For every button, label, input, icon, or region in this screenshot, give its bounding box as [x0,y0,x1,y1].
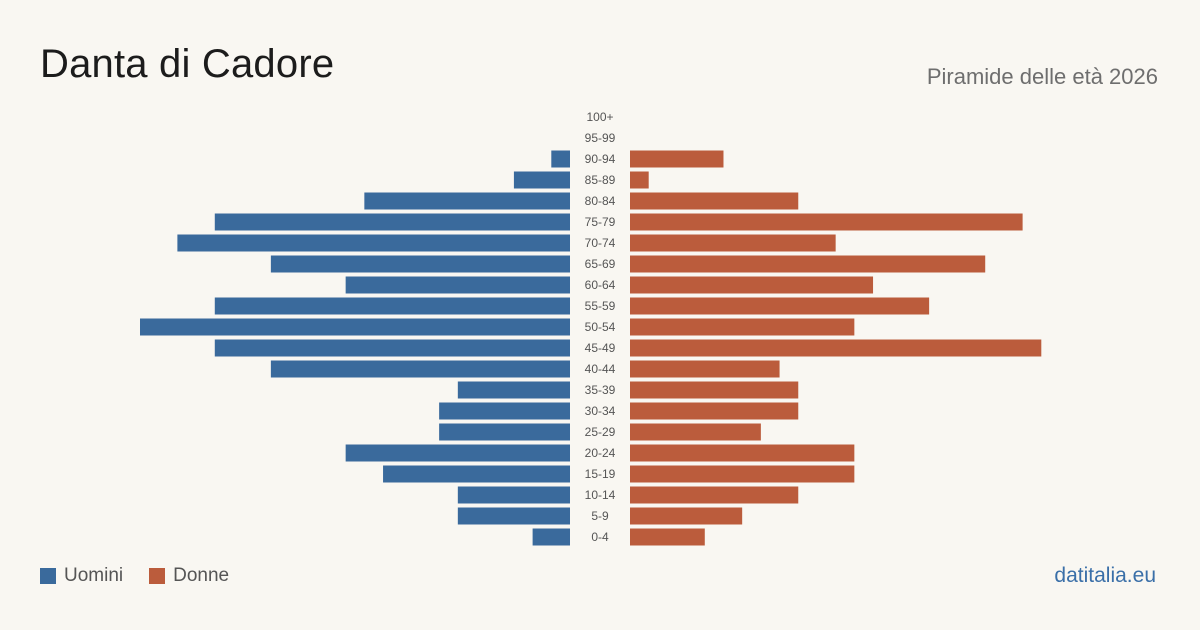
chart-subtitle: Piramide delle età 2026 [926,64,1158,89]
age-label: 35-39 [585,383,616,397]
bar-women-0-4 [630,528,705,546]
bar-men-25-29 [439,423,570,441]
age-label: 60-64 [585,278,616,292]
bar-women-60-64 [630,276,874,294]
legend-swatch-men [40,568,56,584]
bar-men-50-54 [140,318,570,336]
age-label: 25-29 [585,425,616,439]
age-label: 65-69 [585,257,616,271]
bar-women-20-24 [630,444,855,462]
bar-women-70-74 [630,234,836,252]
bar-men-45-49 [214,339,571,357]
bar-women-30-34 [630,402,799,420]
bar-men-35-39 [457,381,570,399]
age-label: 50-54 [585,320,616,334]
bar-men-55-59 [214,297,571,315]
bar-women-50-54 [630,318,855,336]
bar-women-65-69 [630,255,986,273]
age-label: 95-99 [585,131,616,145]
bar-men-0-4 [532,528,570,546]
age-label: 80-84 [585,194,616,208]
bar-men-5-9 [457,507,570,525]
bar-women-75-79 [630,213,1023,231]
age-label: 90-94 [585,152,616,166]
bar-women-80-84 [630,192,799,210]
legend-label-women: Donne [173,565,230,586]
bar-men-10-14 [457,486,570,504]
bar-women-35-39 [630,381,799,399]
legend-item-men: Uomini [40,565,123,587]
bar-men-90-94 [551,150,570,168]
legend-label-men: Uomini [64,565,124,586]
age-label: 15-19 [585,467,616,481]
age-label: 5-9 [591,509,609,523]
bar-women-90-94 [630,150,724,168]
legend-swatch-women [149,568,166,584]
bar-women-5-9 [630,507,743,525]
bar-men-75-79 [214,213,571,231]
age-label: 0-4 [591,530,609,544]
bar-women-40-44 [630,360,780,378]
age-label: 45-49 [585,341,616,355]
bar-men-85-89 [513,171,570,189]
bar-women-15-19 [630,465,855,483]
bar-men-15-19 [383,465,570,483]
bar-men-70-74 [177,234,571,252]
bar-men-60-64 [345,276,570,294]
bar-men-65-69 [270,255,570,273]
age-label: 30-34 [585,404,616,418]
bar-men-80-84 [364,192,570,210]
source-link[interactable]: datitalia.eu [1054,564,1156,587]
bar-women-10-14 [630,486,799,504]
bar-women-85-89 [630,171,649,189]
age-label: 70-74 [585,236,616,250]
bar-women-25-29 [630,423,761,441]
age-label: 85-89 [585,173,616,187]
legend-item-women: Donne [149,565,229,587]
bar-men-30-34 [439,402,570,420]
bar-men-40-44 [270,360,570,378]
bar-women-55-59 [630,297,930,315]
age-label: 100+ [586,110,613,124]
age-label: 40-44 [585,362,616,376]
page-title: Danta di Cadore [40,42,335,86]
legend: Uomini Donne [40,565,255,587]
age-label: 20-24 [585,446,616,460]
bar-men-20-24 [345,444,570,462]
bar-women-45-49 [630,339,1042,357]
age-label: 10-14 [585,488,616,502]
age-label: 55-59 [585,299,616,313]
age-label: 75-79 [585,215,616,229]
